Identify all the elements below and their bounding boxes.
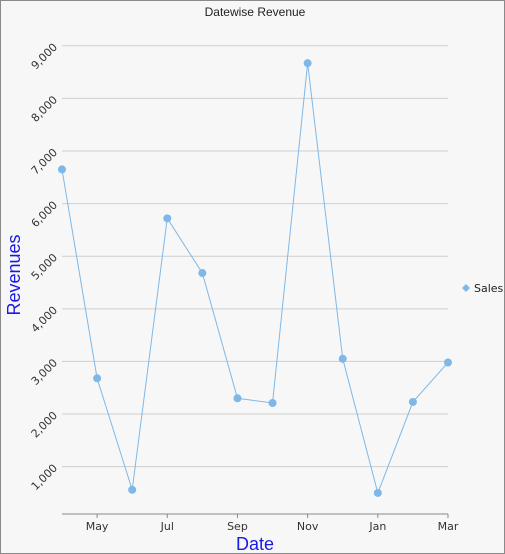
x-axis-ticks: May Jul Sep Nov Jan Mar	[86, 514, 459, 533]
x-tick-label: Jan	[368, 520, 386, 533]
y-axis-title: Revenues	[4, 234, 24, 315]
legend-marker	[462, 284, 470, 292]
data-point[interactable]	[373, 488, 382, 497]
x-tick-label: May	[86, 520, 109, 533]
data-point[interactable]	[444, 358, 452, 367]
y-tick-label: 9,000	[29, 41, 60, 72]
data-point[interactable]	[408, 397, 417, 406]
y-tick-label: 5,000	[29, 251, 60, 282]
data-point[interactable]	[198, 269, 207, 278]
x-tick-label: Sep	[227, 520, 248, 533]
data-point[interactable]	[58, 165, 66, 174]
y-tick-label: 4,000	[29, 304, 60, 335]
legend-label: Sales	[474, 282, 504, 295]
data-point[interactable]	[268, 398, 277, 407]
y-tick-label: 2,000	[29, 409, 60, 440]
x-tick-label: Nov	[297, 520, 319, 533]
data-point[interactable]	[93, 374, 102, 383]
data-point[interactable]	[128, 485, 137, 494]
y-tick-label: 6,000	[29, 199, 60, 230]
series-group	[58, 59, 452, 497]
y-tick-label: 3,000	[29, 356, 60, 387]
x-axis-title: Date	[236, 534, 274, 554]
y-axis-ticks: 1,000 2,000 3,000 4,000 5,000 6,000 7,000 8,000…	[29, 41, 60, 493]
series-line	[61, 63, 449, 495]
x-tick-label: Mar	[438, 520, 459, 533]
data-point[interactable]	[163, 214, 172, 223]
chart-title: Datewise Revenue	[205, 5, 306, 19]
x-tick-label: Jul	[160, 520, 174, 533]
y-tick-label: 8,000	[29, 93, 60, 124]
y-tick-label: 1,000	[29, 462, 60, 493]
legend: Sales	[462, 282, 504, 295]
data-point[interactable]	[233, 394, 242, 403]
data-point[interactable]	[338, 354, 347, 363]
gridlines	[62, 45, 448, 468]
y-tick-label: 7,000	[29, 146, 60, 177]
data-point[interactable]	[303, 59, 312, 68]
